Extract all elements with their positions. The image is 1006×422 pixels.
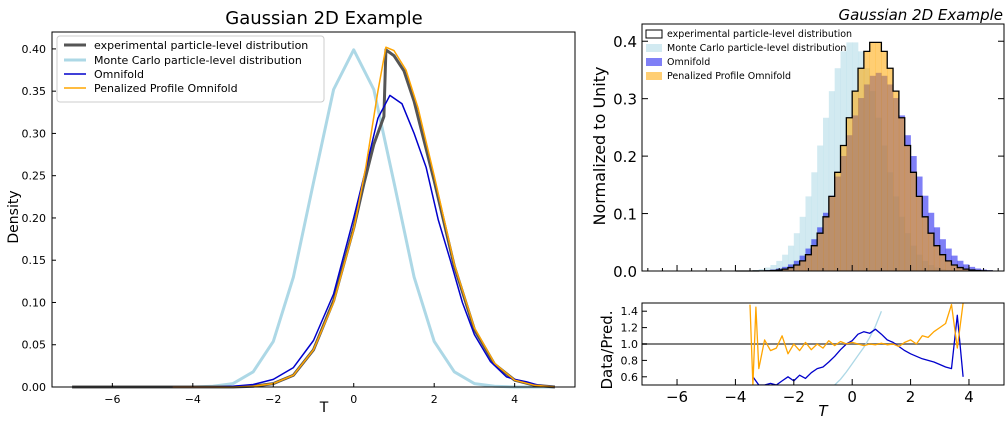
left-legend-label-experimental: experimental particle-level distribution [94,39,308,52]
left-xtick-label: −6 [104,393,120,406]
right-top-chart: Gaussian 2D Example Normalized to Unity … [590,6,1004,281]
ratio-ticks: −6 −4 −2 0 2 4 0.6 0.8 1.0 1.2 1.4 [621,305,974,406]
right-top-legend: experimental particle-level distribution… [646,29,852,82]
rt-ytick-label: 0.0 [613,263,637,281]
rt-legend-swatch-ppomnifold [646,72,662,80]
ratio-ylabel: Data/Pred. [598,310,616,389]
ratio-xtick-label: −4 [724,388,746,406]
left-ytick-label: 0.25 [22,170,47,183]
ratio-xtick-label: 0 [847,388,857,406]
ratio-lines [642,303,1004,385]
left-chart-legend: experimental particle-level distribution… [57,36,324,102]
left-ytick-label: 0.30 [22,127,47,140]
ratio-xlabel: T [818,402,829,418]
hist-bar-3 [823,217,829,271]
hist-bar-3 [817,233,823,271]
left-ytick-label: 0.35 [22,85,47,98]
hist-bar-3 [858,68,864,271]
left-ytick-label: 0.05 [22,339,47,352]
ratio-ytick-label: 0.6 [621,371,639,384]
left-chart: Gaussian 2D Example T Density −6 −4 −2 0 2 4 0… [6,8,575,416]
ratio-ytick-label: 1.0 [621,338,639,351]
right-chart-title: Gaussian 2D Example [838,6,1003,24]
left-xtick-label: 4 [511,393,518,406]
rt-legend-label-experimental: experimental particle-level distribution [667,29,852,40]
rt-legend-label-montecarlo: Monte Carlo particle-level distribution [667,43,846,54]
rt-legend-swatch-omnifold [646,58,662,66]
hist-bar-3 [835,172,841,271]
left-ytick-label: 0.20 [22,212,47,225]
left-series-line-2 [173,95,555,387]
ratio-ytick-label: 1.4 [621,305,639,318]
ratio-xtick-label: −2 [783,388,805,406]
ratio-xtick-label: 4 [964,388,974,406]
rt-ytick-label: 0.2 [613,148,637,166]
right-bottom-chart: Data/Pred. T −6 −4 −2 0 2 4 0.6 0.8 1.0 1.2 1.4 [598,303,1004,418]
rt-legend-swatch-experimental [646,30,662,38]
hist-bar-3 [876,42,882,271]
rt-ytick-label: 0.3 [613,91,637,109]
left-ytick-label: 0.40 [22,43,47,56]
rt-legend-swatch-montecarlo [646,44,662,52]
hist-bar-3 [841,146,847,271]
ratio-ytick-label: 1.2 [621,322,639,335]
hist-bar-3 [881,51,887,271]
hist-bar-3 [829,196,835,271]
ratio-xtick-label: 2 [906,388,916,406]
ratio-ytick-label: 0.8 [621,354,639,367]
hist-bar-3 [846,118,852,271]
rt-ytick-label: 0.1 [613,206,637,224]
left-legend-label-ppomnifold: Penalized Profile Omnifold [94,82,238,95]
left-ytick-label: 0.15 [22,254,47,267]
rt-legend-label-omnifold: Omnifold [667,57,710,68]
rt-ytick-label: 0.4 [613,33,637,51]
left-chart-title: Gaussian 2D Example [225,8,422,29]
left-ytick-label: 0.10 [22,296,47,309]
hist-bar-3 [852,91,858,271]
ratio-series-line-1 [753,315,963,385]
left-ytick-label: 0.00 [22,381,47,394]
right-top-ylabel: Normalized to Unity [590,66,609,225]
left-xtick-label: 0 [350,393,357,406]
left-xtick-label: −2 [265,393,281,406]
hist-bar-3 [800,261,806,271]
hist-bar-3 [811,246,817,271]
hist-bar-3 [794,265,800,271]
hist-bar-3 [870,42,876,271]
ratio-xtick-label: −6 [666,388,688,406]
left-xtick-label: 2 [431,393,438,406]
hist-bar-3 [887,68,893,271]
rt-legend-label-ppomnifold: Penalized Profile Omnifold [667,71,791,82]
left-legend-label-montecarlo: Monte Carlo particle-level distribution [94,54,302,67]
left-xtick-label: −4 [185,393,201,406]
left-chart-xlabel: T [319,400,329,416]
left-legend-label-omnifold: Omnifold [94,68,144,81]
hist-bar-3 [864,51,870,271]
left-chart-ylabel: Density [6,190,22,243]
